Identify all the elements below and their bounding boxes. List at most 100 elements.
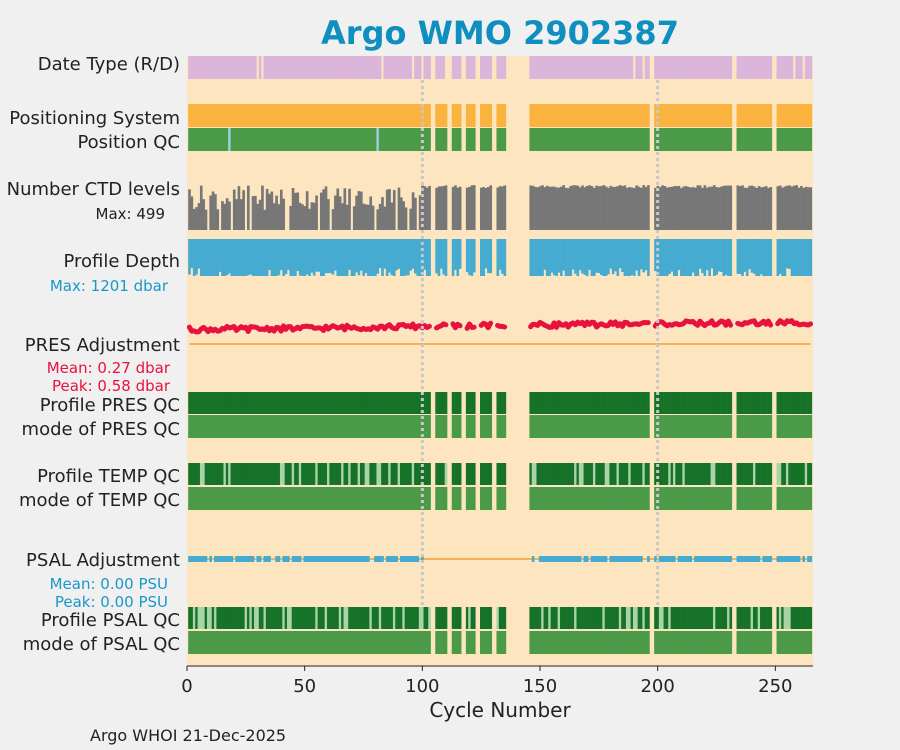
plot-area [186, 56, 814, 666]
positioning-bar-cycle-39 [277, 104, 281, 127]
psal-qc-mode-bar-cycle-99 [418, 631, 422, 654]
profile-depth-cycle-134 [501, 239, 504, 274]
psal-qc-mode-bar-cycle-102 [425, 631, 429, 654]
temp-qc-bar-cycle-66 [341, 463, 344, 485]
pres-qc-bar-cycle-171 [588, 392, 591, 414]
profile-depth-cycle-226 [717, 239, 721, 272]
profile-depth-cycle-241 [752, 239, 756, 274]
pres-qc-bar-cycle-94 [407, 392, 410, 414]
date-type-bar-cycle-14 [218, 56, 222, 79]
psal-qc-bar-cycle-79 [371, 607, 375, 629]
psal-qc-mode-bar-cycle-72 [355, 631, 358, 654]
pres-qc-mode-bar-cycle-116 [458, 415, 462, 438]
ctd-levels-cycle-252 [778, 185, 782, 230]
pres-qc-bar-cycle-67 [343, 392, 347, 414]
positioning-bar-cycle-168 [581, 104, 584, 127]
psal-adjustment-cycle-210 [680, 556, 683, 562]
position-qc-bar-cycle-188 [628, 128, 631, 151]
temp-qc-mode-bar-cycle-182 [614, 487, 617, 510]
positioning-bar-cycle-25 [244, 104, 248, 127]
ctd-levels-cycle-21 [235, 199, 238, 230]
psal-adjustment-cycle-62 [331, 556, 335, 562]
psal-adjustment-cycle-95 [409, 556, 413, 562]
psal-qc-mode-bar-cycle-20 [232, 631, 236, 654]
psal-adjustment-cycle-243 [757, 556, 761, 562]
date-type-bar-cycle-29 [254, 56, 257, 79]
temp-qc-mode-bar-cycle-26 [247, 487, 250, 510]
ctd-levels-cycle-206 [670, 186, 674, 230]
position-qc-bar-cycle-135 [503, 128, 507, 151]
ctd-levels-cycle-29 [254, 195, 257, 230]
profile-depth-cycle-167 [578, 239, 582, 271]
temp-qc-bar-cycle-27 [249, 463, 253, 485]
pres-qc-mode-bar-cycle-3 [192, 415, 196, 438]
date-type-bar-cycle-97 [414, 56, 417, 79]
psal-adjustment-cycle-100 [421, 556, 424, 562]
pres-qc-mode-bar-cycle-165 [574, 415, 577, 438]
ctd-levels-cycle-107 [437, 186, 441, 230]
temp-qc-bar-cycle-161 [564, 463, 568, 485]
psal-adjustment-cycle-21 [235, 556, 238, 562]
ctd-levels-cycle-26 [247, 185, 250, 230]
pres-qc-bar-cycle-170 [585, 392, 589, 414]
profile-depth-cycle-246 [764, 239, 768, 276]
profile-depth-cycle-13 [216, 239, 220, 276]
pres-qc-mode-bar-cycle-149 [536, 415, 540, 438]
pres-qc-mode-bar-cycle-135 [503, 415, 507, 438]
ctd-levels-cycle-79 [371, 205, 375, 230]
temp-qc-mode-bar-cycle-262 [802, 487, 806, 510]
position-qc-bar-cycle-31 [258, 128, 262, 151]
psal-qc-bar-cycle-231 [729, 607, 733, 629]
profile-depth-cycle-57 [319, 239, 323, 276]
pres-qc-mode-bar-cycle-241 [752, 415, 756, 438]
position-qc-bar-cycle-4 [195, 128, 198, 151]
positioning-bar-cycle-107 [437, 104, 441, 127]
pres-qc-mode-bar-cycle-170 [585, 415, 589, 438]
profile-depth-cycle-85 [385, 239, 389, 276]
pres-qc-bar-cycle-8 [204, 392, 208, 414]
date-type-bar-cycle-115 [456, 56, 460, 79]
pres-qc-bar-cycle-66 [341, 392, 344, 414]
pres-qc-mode-bar-cycle-254 [783, 415, 787, 438]
temp-qc-mode-bar-cycle-217 [696, 487, 700, 510]
psal-qc-mode-bar-cycle-181 [611, 631, 615, 654]
profile-depth-cycle-219 [701, 239, 704, 274]
pres-qc-mode-bar-cycle-183 [616, 415, 620, 438]
profile-depth-cycle-113 [451, 239, 455, 276]
ctd-levels-cycle-7 [202, 199, 205, 230]
temp-qc-mode-bar-cycle-58 [322, 487, 325, 510]
temp-qc-bar-cycle-211 [682, 463, 686, 485]
profile-depth-cycle-151 [541, 239, 544, 276]
temp-qc-bar-cycle-114 [454, 463, 457, 485]
date-type-bar-cycle-172 [590, 56, 594, 79]
date-type-bar-cycle-45 [291, 56, 295, 79]
ctd-levels-cycle-149 [536, 187, 540, 230]
date-type-bar-cycle-179 [607, 56, 610, 79]
pres-qc-bar-cycle-119 [465, 392, 469, 414]
temp-qc-bar-cycle-95 [409, 463, 413, 485]
pres-qc-bar-cycle-228 [722, 392, 726, 414]
position-qc-bar-cycle-190 [632, 128, 636, 151]
psal-adjustment-cycle-47 [296, 556, 300, 562]
ctd-levels-cycle-231 [729, 185, 733, 230]
date-type-bar-cycle-200 [656, 56, 660, 79]
date-type-bar-cycle-241 [752, 56, 756, 79]
psal-qc-mode-bar-cycle-135 [503, 631, 507, 654]
psal-qc-mode-bar-cycle-228 [722, 631, 726, 654]
psal-qc-bar-cycle-42 [284, 607, 288, 629]
position-qc-bar-cycle-62 [331, 128, 335, 151]
pres-qc-bar-cycle-191 [635, 392, 638, 414]
psal-qc-bar-cycle-194 [642, 607, 646, 629]
position-qc-bar-cycle-133 [498, 128, 502, 151]
positioning-bar-cycle-122 [472, 104, 476, 127]
positioning-bar-cycle-241 [752, 104, 756, 127]
temp-qc-mode-bar-cycle-79 [371, 487, 375, 510]
position-qc-bar-cycle-228 [722, 128, 726, 151]
positioning-bar-cycle-164 [571, 104, 575, 127]
psal-qc-bar-cycle-164 [571, 607, 575, 629]
profile-depth-cycle-209 [677, 239, 681, 271]
profile-depth-cycle-115 [456, 239, 460, 276]
positioning-bar-cycle-243 [757, 104, 761, 127]
psal-qc-mode-bar-cycle-134 [501, 631, 504, 654]
psal-qc-mode-bar-cycle-157 [555, 631, 558, 654]
